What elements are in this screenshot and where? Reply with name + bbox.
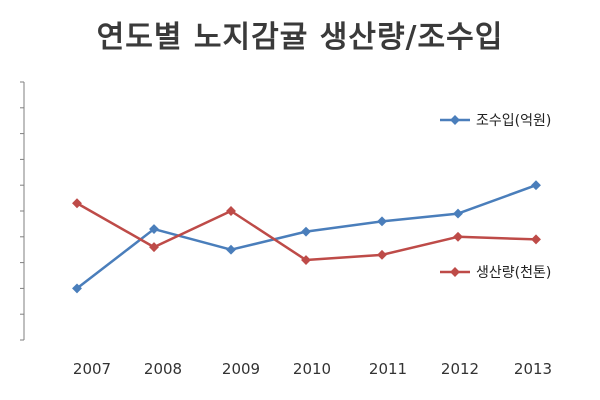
series-2-point-2009 xyxy=(226,206,236,216)
x-tick-label-2011: 2011 xyxy=(369,360,407,378)
legend-label-1: 조수입(억원) xyxy=(476,113,551,129)
chart-title: 연도별 노지감귤 생산량/조수입 xyxy=(96,20,504,55)
legend-marker-2 xyxy=(450,267,460,277)
series-2-point-2008 xyxy=(149,242,159,253)
x-tick-label-2008: 2008 xyxy=(144,360,182,378)
x-tick-label-2009: 2009 xyxy=(222,360,260,378)
legend-label-2: 생산량(천톤) xyxy=(476,265,551,281)
series-2-point-2013 xyxy=(531,234,541,245)
series-1-point-2008 xyxy=(149,224,159,235)
x-tick-label-2010: 2010 xyxy=(293,360,331,378)
x-tick-label-2013: 2013 xyxy=(514,360,552,378)
series-2-point-2012 xyxy=(453,231,463,242)
series-1-point-2012 xyxy=(453,208,463,219)
series-2-point-2010 xyxy=(301,255,311,265)
legend-marker-1 xyxy=(450,115,460,125)
series-1-point-2011 xyxy=(377,216,387,227)
x-tick-label-2012: 2012 xyxy=(441,360,479,378)
series-2-point-2011 xyxy=(377,249,387,260)
series-2-point-2007 xyxy=(72,198,82,209)
series-1-point-2010 xyxy=(301,226,311,237)
x-tick-label-2007: 2007 xyxy=(73,360,111,378)
series-1-point-2013 xyxy=(531,180,541,191)
series-1-point-2009 xyxy=(226,244,236,255)
